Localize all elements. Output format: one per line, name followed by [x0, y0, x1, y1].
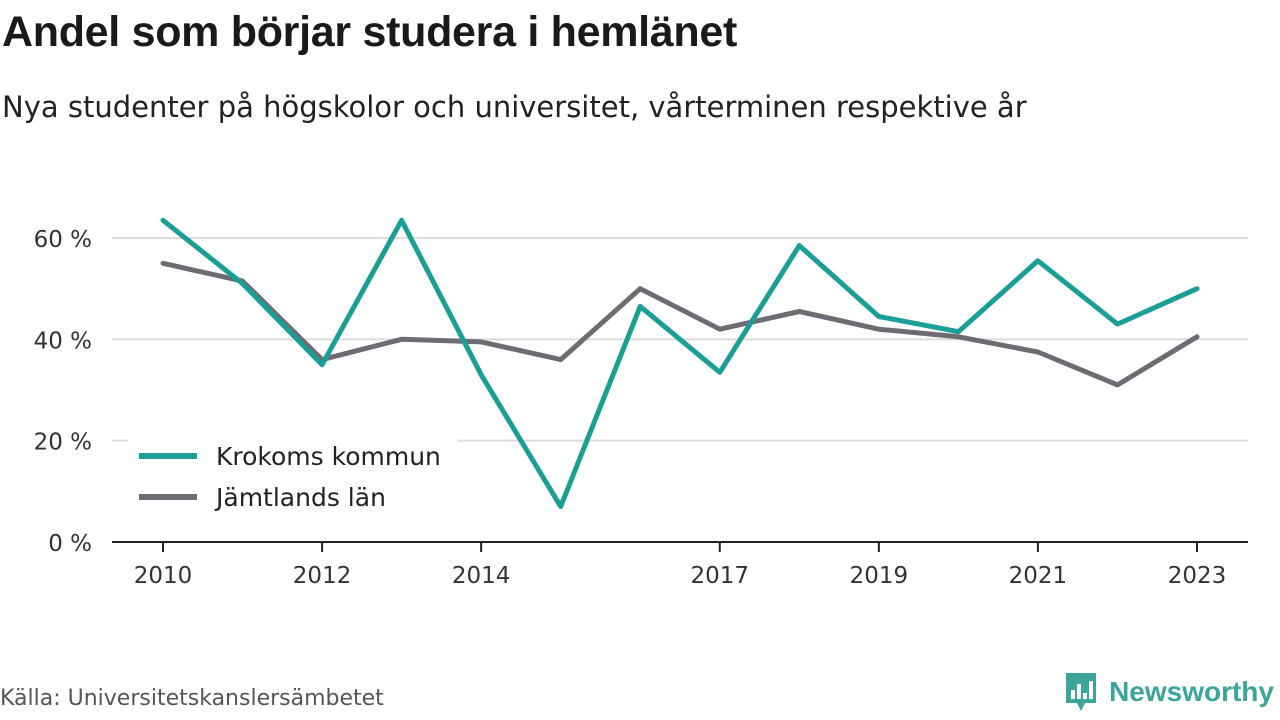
- chart-subtitle: Nya studenter på högskolor och universit…: [2, 90, 1027, 124]
- brand-logo: Newsworthy: [1063, 670, 1274, 714]
- x-tick-label: 2023: [1168, 563, 1227, 589]
- legend-label: Krokoms kommun: [216, 442, 441, 471]
- y-tick-label: 60 %: [34, 227, 92, 253]
- line-chart: 0 % 20 % 40 % 60 % 2010 2012 2014 2017 2019 2021…: [34, 217, 1248, 589]
- legend: Krokoms kommun Jämtlands län: [128, 434, 458, 520]
- y-axis-ticks: 0 % 20 % 40 % 60 %: [34, 227, 92, 557]
- legend-label: Jämtlands län: [214, 483, 386, 512]
- y-tick-label: 40 %: [34, 328, 92, 354]
- series-lines: [160, 217, 1200, 509]
- chart-title: Andel som börjar studera i hemlänet: [2, 8, 738, 56]
- legend-background: [128, 434, 458, 520]
- y-tick-label: 20 %: [34, 430, 92, 456]
- y-tick-label: 0 %: [48, 531, 92, 557]
- source-note: Källa: Universitetskanslersämbetet: [0, 686, 384, 711]
- x-tick-label: 2014: [452, 563, 511, 589]
- x-tick-label: 2021: [1009, 563, 1068, 589]
- x-tick-label: 2012: [293, 563, 352, 589]
- series-line-jamtland: [160, 260, 1200, 388]
- x-tick-label: 2017: [690, 563, 749, 589]
- x-axis: 2010 2012 2014 2017 2019 2021 2023: [112, 541, 1248, 589]
- brand-name: Newsworthy: [1109, 676, 1274, 707]
- x-tick-label: 2010: [134, 563, 193, 589]
- series-line-krokom: [160, 217, 1200, 509]
- newsworthy-logo-icon: [1066, 673, 1097, 711]
- x-tick-label: 2019: [850, 563, 909, 589]
